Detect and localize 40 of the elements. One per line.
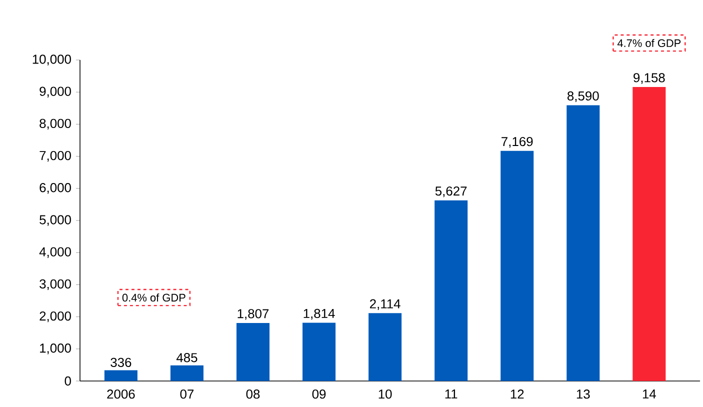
y-tick-label: 7,000 <box>40 150 71 162</box>
data-label: 336 <box>110 358 132 368</box>
bar <box>104 370 138 381</box>
bar <box>302 322 336 381</box>
annotation: 0.4% of GDP <box>122 294 186 302</box>
bar <box>236 322 270 381</box>
y-tick-label: 6,000 <box>40 183 71 194</box>
y-tick-label: 2,000 <box>40 311 71 322</box>
text: 4.7% of GDP <box>617 39 681 48</box>
bar <box>500 150 534 381</box>
x-tick-label: 13 <box>576 390 590 399</box>
y-tick-label: 4,000 <box>39 247 71 258</box>
bar <box>566 105 600 381</box>
data-label: 5,627 <box>435 186 467 198</box>
data-label: 2,114 <box>370 299 400 310</box>
data-label: 8,590 <box>567 91 599 102</box>
bar <box>368 313 402 381</box>
y-tick-label: 9,000 <box>40 86 71 98</box>
x-tick-label: 2006 <box>107 390 135 399</box>
x-tick-label: 12 <box>510 390 524 399</box>
y-tick-label: 0 <box>64 376 71 386</box>
data-label: 1,814 <box>304 308 335 320</box>
bar <box>632 87 666 381</box>
data-label: 9,158 <box>634 73 665 84</box>
x-tick-label: 07 <box>180 390 194 399</box>
x-tick-label: 11 <box>445 390 458 398</box>
y-tick-label: 3,000 <box>40 279 71 290</box>
y-tick-label: 10,000 <box>32 54 71 66</box>
y-tick-label: 5,000 <box>40 215 71 226</box>
x-tick-label: 09 <box>312 390 326 399</box>
data-label: 7,169 <box>502 136 533 148</box>
x-tick-label: 14 <box>642 390 656 398</box>
bar <box>170 365 204 381</box>
y-tick-label: 1,000 <box>40 344 71 354</box>
data-label: 1,807 <box>238 309 269 320</box>
x-tick-label: 10 <box>378 390 392 399</box>
y-tick-label: 8,000 <box>40 118 71 130</box>
data-label: 485 <box>176 353 198 362</box>
x-tick-label: 08 <box>246 390 260 399</box>
bar <box>434 200 468 381</box>
